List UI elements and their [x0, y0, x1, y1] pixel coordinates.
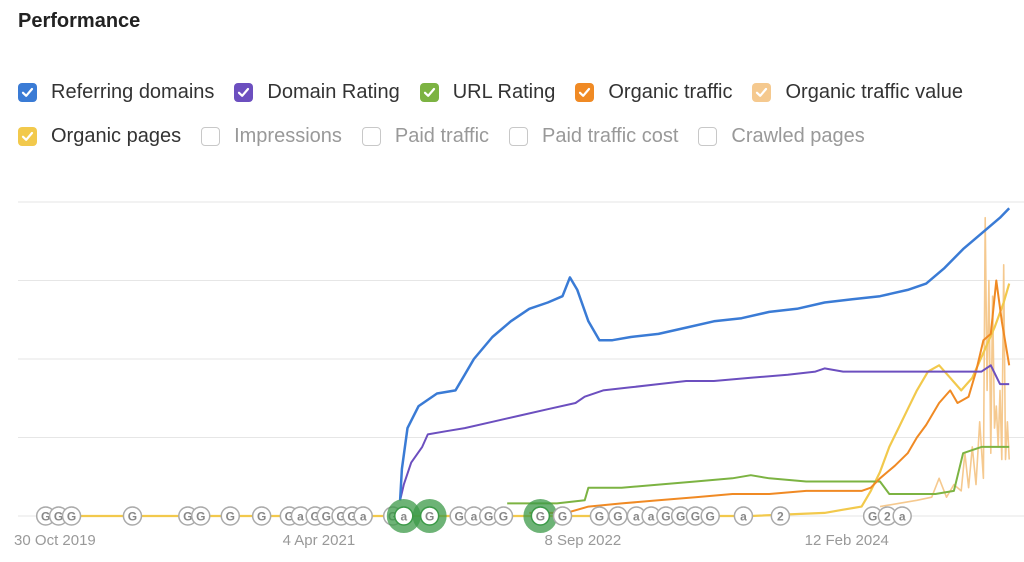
legend-label: Paid traffic	[394, 124, 490, 147]
legend-item-organic-pages[interactable]: Organic pages	[18, 125, 181, 148]
legend-label: Paid traffic cost	[542, 124, 679, 147]
annotation-marker	[493, 506, 514, 526]
annotation-label: G	[536, 510, 545, 524]
annotation-label: a	[899, 510, 906, 524]
annotation-marker	[220, 506, 241, 526]
x-tick-label: 4 Apr 2021	[283, 532, 356, 549]
annotation-label: G	[196, 510, 205, 524]
annotation-label: G	[613, 510, 622, 524]
legend-label: Organic traffic value	[785, 80, 963, 103]
annotation-label: G	[41, 510, 50, 524]
legend-item-paid-traffic[interactable]: Paid traffic	[361, 124, 490, 148]
annotation-marker	[190, 506, 211, 526]
annotation-label: G	[868, 510, 877, 524]
x-tick-label: 12 Feb 2024	[805, 532, 889, 549]
annotation-label: a	[648, 510, 655, 524]
page-title: Performance	[18, 10, 141, 32]
annotation-marker	[251, 506, 272, 526]
legend-item-organic-traffic[interactable]: Organic traffic	[575, 81, 732, 104]
annotation-label: G	[226, 510, 235, 524]
legend-label: Impressions	[234, 124, 342, 147]
annotation-label: G	[706, 510, 715, 524]
legend-item-url-rating[interactable]: URL Rating	[419, 80, 556, 104]
annotation-label: G	[128, 510, 137, 524]
x-tick-label: 8 Sep 2022	[544, 532, 621, 549]
annotation-label: G	[67, 510, 76, 524]
checkbox-paid-traffic-cost[interactable]	[509, 126, 529, 146]
legend-row-1: Referring domains Domain Rating URL Rati…	[18, 70, 1018, 114]
annotation-marker	[122, 506, 143, 526]
legend-row-2: Organic pages Impressions Paid traffic P…	[18, 114, 1018, 158]
annotation-label: 2	[777, 510, 784, 524]
annotation-marker-inner	[419, 506, 440, 526]
annotation-label: G	[484, 510, 493, 524]
checkbox-impressions[interactable]	[201, 126, 221, 146]
annotation-marker	[892, 506, 912, 526]
legend-label: URL Rating	[452, 80, 556, 103]
annotation-marker	[733, 506, 754, 526]
performance-chart: GGGGGGGGGaGGGGaGaGGaGGGGGGaaGGGGa2G2a 30…	[14, 201, 1024, 549]
annotation-label: G	[661, 510, 670, 524]
annotation-label: G	[347, 510, 356, 524]
annotation-label: a	[471, 510, 478, 524]
legend-label: Organic pages	[51, 124, 182, 147]
checkbox-organic-pages[interactable]	[18, 126, 37, 146]
annotation-label: G	[322, 510, 331, 524]
legend-item-referring-domains[interactable]: Referring domains	[18, 81, 214, 104]
annotation-label: G	[595, 510, 604, 524]
series-line-domain-rating	[399, 364, 1010, 501]
annotation-label: a	[297, 510, 304, 524]
legend-item-domain-rating[interactable]: Domain Rating	[234, 80, 400, 104]
annotation-label: G	[425, 510, 434, 524]
series-line-organic-traffic	[529, 279, 1011, 514]
checkbox-referring-domains[interactable]	[18, 82, 37, 102]
legend-label: Referring domains	[51, 80, 215, 103]
legend-label: Organic traffic	[608, 80, 733, 103]
annotation-label: G	[691, 510, 700, 524]
annotation-label: a	[400, 510, 407, 524]
annotation-label: 2	[884, 510, 891, 524]
checkbox-crawled-pages[interactable]	[698, 126, 718, 146]
checkbox-organic-traffic-value[interactable]	[752, 82, 772, 102]
annotation-label: G	[499, 510, 508, 524]
chart-series-lines	[40, 207, 1011, 518]
annotation-label: G	[454, 510, 463, 524]
annotation-label: G	[257, 510, 266, 524]
annotation-marker	[552, 506, 573, 526]
annotation-label: G	[558, 510, 567, 524]
chart-legend: Referring domains Domain Rating URL Rati…	[18, 70, 1018, 158]
x-tick-label: 30 Oct 2019	[14, 532, 96, 549]
legend-item-crawled-pages[interactable]: Crawled pages	[698, 124, 865, 148]
legend-item-impressions[interactable]: Impressions	[201, 125, 342, 148]
series-line-url-rating	[507, 445, 1010, 505]
annotation-marker-inner	[530, 506, 551, 526]
annotation-label: G	[183, 510, 192, 524]
legend-label: Crawled pages	[731, 124, 865, 147]
series-line-organic-traffic-value	[879, 216, 1010, 508]
legend-item-organic-traffic-value[interactable]: Organic traffic value	[752, 81, 963, 104]
checkbox-paid-traffic[interactable]	[361, 126, 381, 146]
annotation-label: a	[360, 510, 367, 524]
annotation-label: G	[285, 510, 294, 524]
series-line-referring-domains	[398, 207, 1011, 501]
checkbox-domain-rating[interactable]	[234, 82, 254, 102]
annotation-marker	[353, 506, 373, 526]
chart-gridlines	[18, 201, 1024, 517]
annotation-marker	[770, 506, 791, 526]
annotation-marker	[61, 506, 82, 526]
x-axis-ticks: 30 Oct 2019 4 Apr 2021 8 Sep 2022 12 Feb 20…	[14, 532, 889, 549]
annotation-label: a	[633, 510, 640, 524]
legend-label: Domain Rating	[267, 80, 400, 103]
annotation-label: G	[311, 510, 320, 524]
checkbox-organic-traffic[interactable]	[575, 82, 595, 102]
annotation-label: G	[676, 510, 685, 524]
legend-item-paid-traffic-cost[interactable]: Paid traffic cost	[509, 125, 678, 148]
annotation-marker	[700, 506, 720, 526]
annotation-label: G	[336, 510, 345, 524]
chart-annotations: GGGGGGGGGaGGGGaGaGGaGGGGGGaaGGGGa2G2a	[35, 499, 912, 533]
annotation-label: a	[740, 510, 747, 524]
checkbox-url-rating[interactable]	[419, 82, 439, 102]
annotation-label: G	[54, 510, 63, 524]
